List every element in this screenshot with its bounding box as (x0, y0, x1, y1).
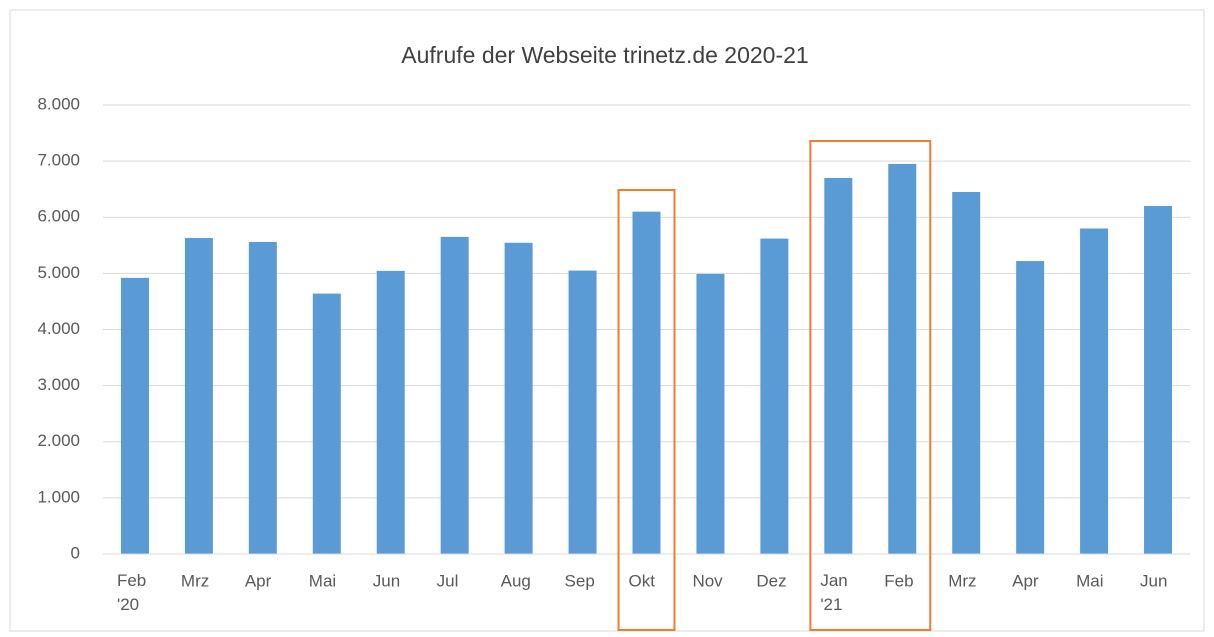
x-tick-label: Apr (245, 571, 272, 590)
x-tick-label: Mai (309, 571, 336, 590)
y-tick-label: 4.000 (37, 319, 80, 338)
highlight-frame (809, 140, 932, 631)
bar (312, 293, 341, 554)
bar (440, 236, 469, 555)
y-tick-label: 6.000 (37, 207, 80, 226)
y-tick-label: 3.000 (37, 375, 80, 394)
x-tick-label: Sep (565, 571, 595, 590)
y-tick-label: 2.000 (37, 431, 80, 450)
x-tick-label: Jun (373, 571, 400, 590)
x-tick-label: Jan '21 (820, 571, 847, 614)
y-tick-label: 0 (71, 543, 80, 562)
bar (248, 241, 277, 554)
bar (696, 273, 725, 554)
bar (184, 238, 213, 555)
x-tick-label: Okt (629, 571, 656, 590)
bar (504, 242, 533, 555)
bar (760, 238, 789, 554)
x-tick-label: Aug (501, 571, 531, 590)
x-tick-label: Mrz (181, 571, 209, 590)
x-tick-label: Jun (1140, 571, 1167, 590)
x-tick-label: Mai (1076, 571, 1103, 590)
bar (952, 191, 981, 554)
y-tick-label: 5.000 (37, 263, 80, 282)
bar (824, 177, 853, 554)
chart-title: Aufrufe der Webseite trinetz.de 2020-21 (401, 42, 808, 68)
x-tick-label: Feb '20 (117, 571, 146, 614)
x-tick-label: Mrz (948, 571, 976, 590)
x-tick-label: Nov (692, 571, 723, 590)
x-tick-label: Apr (1012, 571, 1039, 590)
bar (568, 270, 597, 554)
bar (1144, 206, 1173, 554)
y-tick-label: 8.000 (37, 94, 80, 113)
bar (888, 163, 917, 554)
x-tick-label: Jul (437, 571, 459, 590)
bar (1016, 261, 1045, 554)
x-tick-label: Dez (756, 571, 786, 590)
x-tick-label: Feb (884, 571, 913, 590)
highlight-frame (617, 189, 676, 631)
y-tick-label: 7.000 (37, 151, 80, 170)
bar (1080, 228, 1109, 554)
bar (120, 277, 149, 554)
bar (376, 270, 405, 554)
bar (632, 211, 661, 554)
y-tick-label: 1.000 (37, 487, 80, 506)
